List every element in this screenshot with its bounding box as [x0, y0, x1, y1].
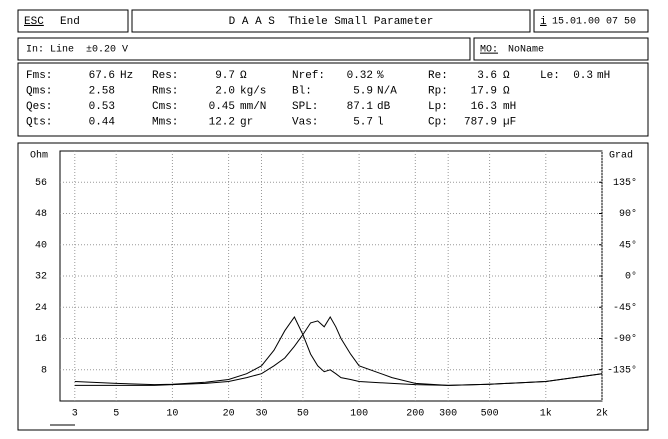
y2-tick-label: 90° — [619, 208, 637, 220]
param-label: Le: — [540, 70, 560, 82]
param-label: Rms: — [152, 85, 178, 97]
param-value: 5.9 — [353, 85, 373, 97]
x-tick-label: 50 — [297, 409, 309, 420]
param-unit: Hz — [120, 70, 133, 82]
y-tick-label: 48 — [35, 209, 47, 220]
param-label: Mms: — [152, 116, 178, 128]
chart-box — [17, 142, 649, 431]
y2-axis-label: Grad — [609, 150, 633, 162]
y-tick-label: 24 — [35, 303, 47, 314]
model-key: MO: — [480, 45, 498, 56]
input-level: ±0.20 V — [86, 45, 128, 56]
param-label: Fms: — [26, 70, 52, 82]
y-tick-label: 56 — [35, 178, 47, 189]
param-unit: Ω — [240, 70, 247, 82]
param-value: 2.58 — [89, 85, 115, 97]
param-label: Qes: — [26, 101, 52, 113]
param-unit: l — [377, 116, 384, 128]
y2-tick-label: 0° — [625, 271, 637, 283]
x-tick-label: 30 — [255, 409, 267, 420]
y2-tick-label: 135° — [613, 177, 637, 189]
param-unit: mH — [597, 70, 610, 82]
param-value: 87.1 — [347, 101, 374, 113]
param-label: Bl: — [292, 85, 312, 97]
param-unit: kg/s — [240, 85, 266, 97]
datetime: 15.01.00 07 50 — [552, 17, 636, 28]
model-name: NoName — [508, 45, 544, 56]
param-value: 787.9 — [464, 116, 497, 128]
param-value: 0.32 — [347, 70, 373, 82]
info-button[interactable] — [533, 9, 649, 33]
param-value: 12.2 — [209, 116, 235, 128]
param-unit: Ω — [503, 70, 510, 82]
param-label: Lp: — [428, 101, 448, 113]
param-value: 67.6 — [89, 70, 115, 82]
model-box[interactable] — [473, 37, 649, 61]
x-tick-label: 5 — [113, 409, 119, 420]
param-label: Res: — [152, 70, 178, 82]
param-value: 9.7 — [215, 70, 235, 82]
y-tick-label: 16 — [35, 334, 47, 345]
info-key: i — [540, 16, 547, 28]
param-unit: mH — [503, 101, 516, 113]
x-tick-label: 1k — [540, 408, 552, 420]
y2-tick-label: -90° — [613, 333, 637, 345]
param-unit: gr — [240, 116, 253, 128]
x-tick-label: 2k — [596, 408, 608, 420]
param-value: 0.53 — [89, 101, 115, 113]
param-label: Vas: — [292, 116, 318, 128]
param-unit: N/A — [377, 85, 397, 97]
param-label: Cp: — [428, 116, 448, 128]
param-label: Nref: — [292, 70, 325, 82]
x-tick-label: 500 — [481, 409, 499, 420]
x-tick-label: 200 — [406, 409, 424, 420]
param-value: 2.0 — [215, 85, 235, 97]
param-label: Re: — [428, 70, 448, 82]
y2-tick-label: 45° — [619, 239, 637, 251]
param-label: Qms: — [26, 85, 52, 97]
param-unit: dB — [377, 101, 391, 113]
esc-button[interactable] — [17, 9, 129, 33]
param-value: 16.3 — [471, 101, 497, 113]
param-unit: µF — [503, 116, 516, 128]
y-tick-label: 40 — [35, 240, 47, 251]
esc-action: End — [60, 16, 80, 28]
y2-tick-label: -135° — [607, 364, 637, 376]
app-title: D A A S Thiele Small Parameter — [229, 16, 434, 28]
param-value: 5.7 — [353, 116, 373, 128]
param-value: 0.3 — [573, 70, 593, 82]
esc-key: ESC — [24, 16, 44, 28]
input-source: In: Line — [26, 44, 74, 56]
y-axis-label: Ohm — [30, 150, 48, 162]
title-box — [131, 9, 531, 33]
impedance-curve — [74, 316, 603, 386]
param-unit: mm/N — [240, 101, 266, 113]
input-box[interactable] — [17, 37, 471, 61]
parameter-box — [17, 62, 649, 137]
param-label: SPL: — [292, 101, 318, 113]
param-unit: % — [377, 70, 384, 82]
y-tick-label: 32 — [35, 272, 47, 283]
x-tick-label: 20 — [223, 409, 235, 420]
param-value: 17.9 — [471, 85, 497, 97]
y2-tick-label: -45° — [613, 302, 637, 314]
param-value: 0.45 — [209, 101, 235, 113]
param-label: Cms: — [152, 101, 178, 113]
param-unit: Ω — [503, 85, 510, 97]
param-value: 0.44 — [89, 116, 116, 128]
y-tick-label: 8 — [41, 365, 47, 376]
impedance-curve — [74, 316, 603, 386]
x-tick-label: 100 — [350, 409, 368, 420]
x-tick-label: 3 — [72, 409, 78, 420]
x-tick-label: 10 — [166, 409, 178, 420]
param-label: Rp: — [428, 85, 448, 97]
param-label: Qts: — [26, 116, 52, 128]
x-tick-label: 300 — [439, 409, 457, 420]
param-value: 3.6 — [477, 70, 497, 82]
